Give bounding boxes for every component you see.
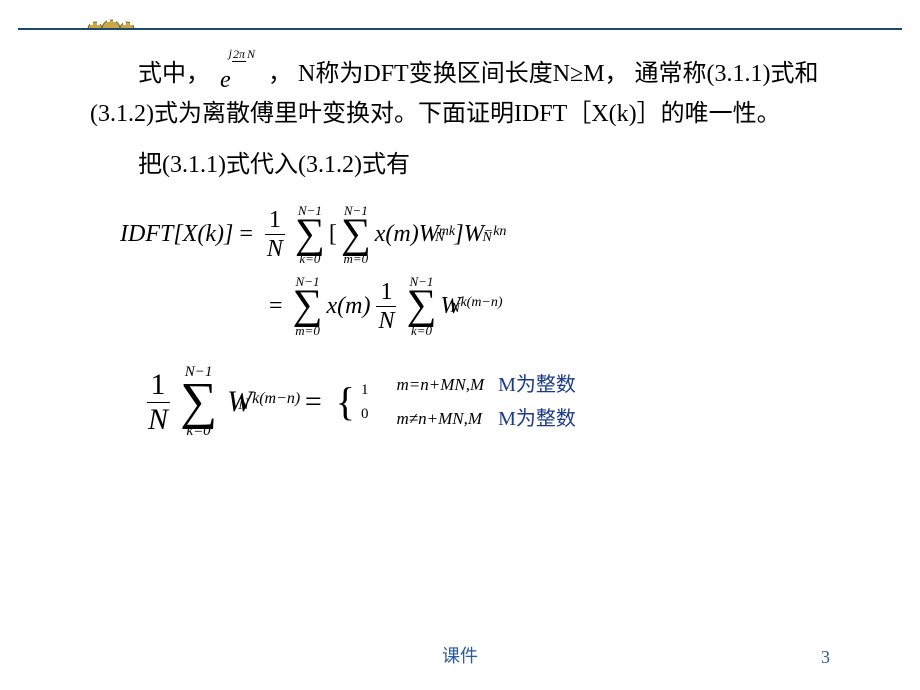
paragraph-1: 式中， ej2πN ， N称为DFT变换区间长度N≥M， 通常称(3.1.1)式… (90, 55, 870, 134)
brace-icon: { (336, 384, 355, 420)
header-rule (18, 28, 902, 30)
equals-sign: = (269, 293, 283, 320)
text-1a: 式中， (138, 61, 210, 87)
exp-e-j2pi-n: ej2πN (216, 61, 262, 101)
page-number: 3 (821, 647, 830, 668)
sum-m: N−1 ∑ m=0 (293, 275, 323, 337)
term-xmW: x(m)W (375, 221, 439, 248)
sum-k: N−1 ∑ k=0 (406, 275, 436, 337)
slide-content: 式中， ej2πN ， N称为DFT变换区间长度N≥M， 通常称(3.1.1)式… (90, 55, 870, 439)
equals-sign: = (239, 221, 253, 248)
frac-1-N: 1 N (374, 280, 398, 333)
equation-3: 1 N N−1 ∑ k=0 Wk(m−n)N = { 1 0 m=n+MN,M … (140, 365, 870, 439)
sum-k: N−1 ∑ k=0 (295, 204, 325, 266)
cases-right-labels: M为整数 M为整数 (498, 368, 576, 436)
frac-1-N: 1 N (263, 208, 287, 261)
equation-1: IDFT[X(k)] = 1 N N−1 ∑ k=0 [ N−1 ∑ m=0 x… (120, 204, 870, 266)
text-1b: ， N称为DFT变换区间长度N≥M， (268, 61, 629, 87)
paragraph-2: 把(3.1.1)式代入(3.1.2)式有 (90, 146, 870, 186)
equation-2: = N−1 ∑ m=0 x(m) 1 N N−1 ∑ k=0 Wk(m−n)N (263, 275, 870, 337)
sum-k: N−1 ∑ k=0 (180, 365, 217, 439)
text-3: 把(3.1.1)式代入(3.1.2)式有 (138, 152, 410, 178)
equation-block: IDFT[X(k)] = 1 N N−1 ∑ k=0 [ N−1 ∑ m=0 x… (90, 204, 870, 440)
sum-m: N−1 ∑ m=0 (341, 204, 371, 266)
equals-sign: = (305, 385, 322, 419)
eq1-lhs: IDFT[X(k)] (120, 221, 233, 248)
cases-conditions: m=n+MN,M m≠n+MN,M (397, 368, 485, 436)
cases-values: 1 0 (361, 378, 369, 426)
term-xm: x(m) (327, 293, 371, 320)
frac-1-N: 1 N (144, 370, 172, 435)
footer-label: 课件 (442, 642, 478, 668)
term-W-tail: ]W (454, 221, 483, 248)
